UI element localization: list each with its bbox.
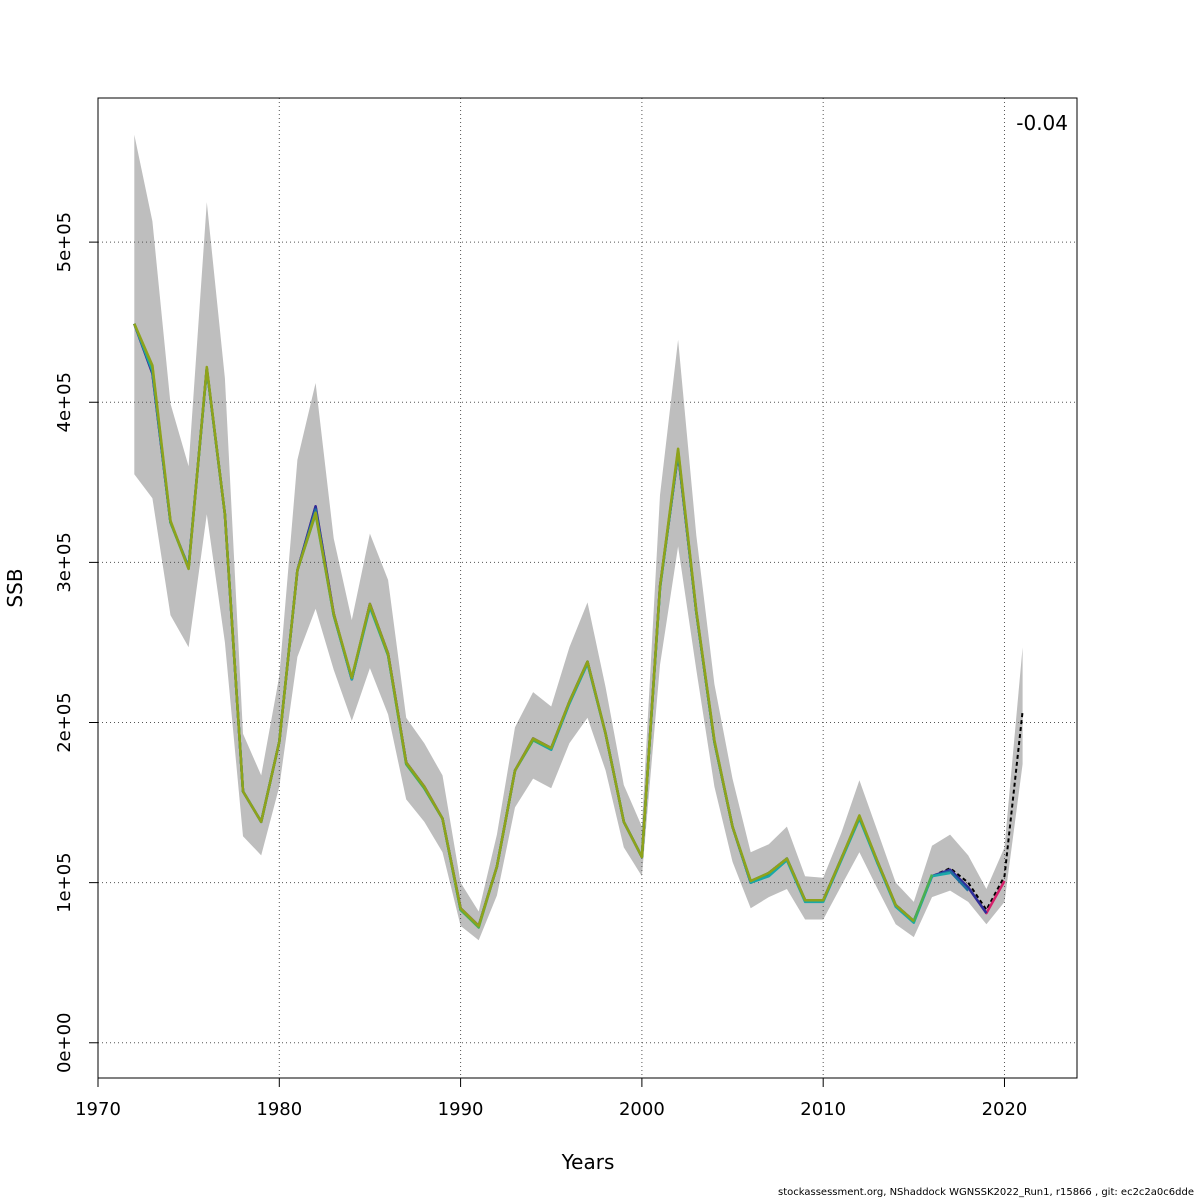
y-tick-label: 2e+05: [54, 692, 75, 753]
series-layer: [133, 323, 1024, 929]
y-tick-label: 5e+05: [54, 212, 75, 273]
x-tick-label: 1970: [75, 1099, 121, 1120]
y-tick-label: 1e+05: [54, 852, 75, 913]
confidence-band-layer: [134, 134, 1023, 941]
x-tick-label: 2020: [982, 1099, 1028, 1120]
series-line-retro-2015: [133, 323, 915, 928]
x-tick-label: 2010: [800, 1099, 846, 1120]
x-tick-label: 2000: [619, 1099, 665, 1120]
plot-frame: [97, 97, 1078, 1079]
y-tick-label: 3e+05: [54, 532, 75, 593]
x-tick-label: 1980: [256, 1099, 302, 1120]
footer-credit: stockassessment.org, NShaddock WGNSSK202…: [778, 1187, 1194, 1198]
mohn-rho-label: -0.04: [1016, 111, 1068, 135]
axis-layer: 1970 1980 1990 2000 2010 2020 0e+00 1e+05 2e+05 3…: [54, 212, 1027, 1120]
y-axis-title: SSB: [3, 568, 27, 607]
confidence-band: [134, 134, 1023, 941]
x-tick-label: 1990: [438, 1099, 484, 1120]
y-tick-label: 4e+05: [54, 372, 75, 433]
x-axis-title: Years: [561, 1150, 615, 1174]
grid-layer: [98, 98, 1077, 1078]
y-tick-label: 0e+00: [54, 1013, 75, 1074]
